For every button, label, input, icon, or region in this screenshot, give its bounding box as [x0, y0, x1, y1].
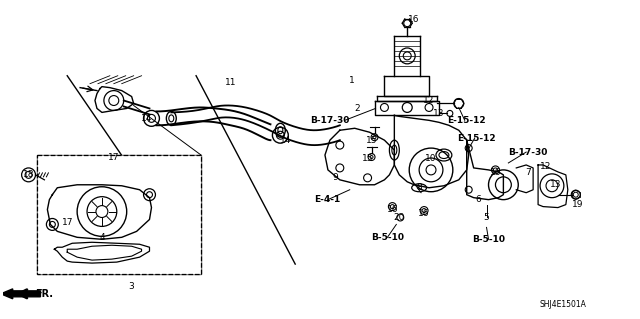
Text: 4: 4: [99, 233, 105, 242]
Text: 17: 17: [61, 218, 73, 227]
Text: 13: 13: [433, 109, 445, 118]
Bar: [38, 155, 201, 274]
Text: B-5-10: B-5-10: [371, 233, 404, 242]
Text: FR.: FR.: [35, 289, 53, 299]
Text: 8: 8: [416, 183, 422, 192]
Bar: [38, 155, 201, 274]
Text: E-15-12: E-15-12: [447, 116, 486, 125]
Text: B-5-10: B-5-10: [472, 235, 505, 244]
Text: SHJ4E1501A: SHJ4E1501A: [540, 300, 586, 309]
Text: 5: 5: [484, 213, 490, 222]
Text: 17: 17: [108, 152, 120, 161]
Text: 11: 11: [225, 78, 237, 87]
Text: 1: 1: [349, 76, 355, 85]
Text: 14: 14: [141, 114, 152, 123]
Text: 13: 13: [550, 180, 562, 189]
Text: B-17-30: B-17-30: [310, 116, 349, 125]
Text: 16: 16: [408, 15, 420, 24]
Text: 15: 15: [362, 153, 373, 162]
Text: 7: 7: [525, 168, 531, 177]
Text: 20: 20: [394, 213, 405, 222]
Text: E-4-1: E-4-1: [314, 195, 340, 204]
Text: 6: 6: [476, 195, 481, 204]
Text: 2: 2: [355, 104, 360, 113]
FancyArrow shape: [1, 289, 40, 299]
Text: 10: 10: [425, 153, 436, 162]
Text: B-17-30: B-17-30: [509, 148, 548, 157]
Text: 9: 9: [332, 173, 338, 182]
Text: 14: 14: [280, 136, 291, 145]
Text: 16: 16: [490, 168, 501, 177]
Text: E-15-12: E-15-12: [458, 134, 496, 143]
Text: 12: 12: [540, 162, 552, 171]
Text: 18: 18: [23, 170, 35, 179]
Text: 15: 15: [366, 136, 378, 145]
Text: 3: 3: [129, 282, 134, 291]
Text: 12: 12: [423, 96, 435, 105]
Text: 16: 16: [387, 205, 398, 214]
Text: 16: 16: [419, 209, 430, 218]
Text: 19: 19: [572, 200, 584, 209]
